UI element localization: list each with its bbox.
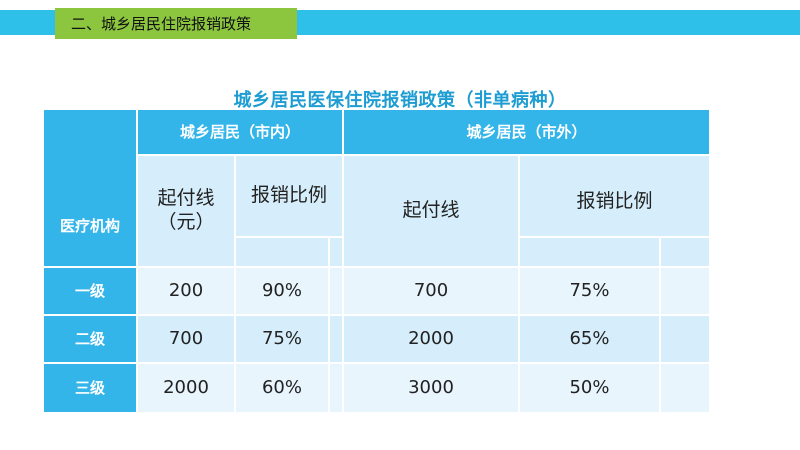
out-city-threshold-value: 2000 (408, 327, 454, 349)
group-header-out-city-text: 城乡居民（市外） (466, 122, 587, 141)
in-city-ratio-spare-cell (330, 316, 344, 364)
in-city-threshold-cell: 700 (138, 316, 236, 364)
section-title: 二、城乡居民住院报销政策 (55, 8, 297, 39)
out-city-ratio-cell: 75% (520, 268, 661, 316)
level-label-text: 一级 (74, 281, 105, 300)
in-city-threshold-value: 700 (168, 327, 204, 349)
group-header-out-city: 城乡居民（市外） (344, 110, 711, 156)
out-city-threshold-cell: 2000 (344, 316, 520, 364)
out-city-threshold-value: 3000 (408, 376, 454, 398)
out-city-ratio-spare-cell (661, 268, 711, 316)
level-label: 三级 (44, 364, 138, 414)
level-label-text: 三级 (74, 378, 105, 397)
in-city-ratio-subcell-a (236, 238, 330, 268)
out-city-ratio-spare-cell (661, 316, 711, 364)
in-city-ratio-value: 90% (261, 279, 302, 301)
in-city-threshold-cell: 200 (138, 268, 236, 316)
in-city-ratio-header: 报销比例 (236, 156, 344, 238)
out-city-ratio-header: 报销比例 (520, 156, 711, 238)
in-city-threshold-header: 起付线 （元） (138, 156, 236, 268)
level-label: 一级 (44, 268, 138, 316)
out-city-ratio-subcell-a (520, 238, 661, 268)
out-city-ratio-subcell-b (661, 238, 711, 268)
row-header-label: 医疗机构 (44, 110, 138, 268)
out-city-threshold-cell: 700 (344, 268, 520, 316)
out-city-ratio-value: 75% (569, 279, 610, 301)
out-city-threshold-header: 起付线 (344, 156, 520, 268)
in-city-ratio-cell: 75% (236, 316, 330, 364)
group-header-in-city-text: 城乡居民（市内） (179, 122, 300, 141)
out-city-threshold-value: 700 (413, 279, 449, 301)
out-city-ratio-value: 65% (569, 327, 610, 349)
out-city-ratio-spare-cell (661, 364, 711, 414)
level-label: 二级 (44, 316, 138, 364)
table-title: 城乡居民医保住院报销政策（非单病种） (233, 90, 567, 111)
in-city-threshold-cell: 2000 (138, 364, 236, 414)
out-city-threshold-cell: 3000 (344, 364, 520, 414)
in-city-ratio-spare-cell (330, 268, 344, 316)
in-city-ratio-header-text: 报销比例 (250, 184, 327, 207)
group-header-in-city: 城乡居民（市内） (138, 110, 344, 156)
in-city-threshold-value: 200 (168, 279, 204, 301)
level-label-text: 二级 (74, 329, 105, 348)
out-city-ratio-cell: 50% (520, 364, 661, 414)
in-city-ratio-value: 75% (261, 327, 302, 349)
in-city-ratio-subcell-b (330, 238, 344, 268)
in-city-ratio-value: 60% (261, 376, 302, 398)
section-title-text: 二、城乡居民住院报销政策 (71, 15, 252, 33)
in-city-threshold-header-text: 起付线 （元） (157, 187, 215, 233)
out-city-ratio-header-text: 报销比例 (576, 190, 653, 213)
out-city-threshold-header-text: 起付线 (402, 199, 460, 222)
in-city-threshold-value: 2000 (163, 376, 209, 398)
out-city-ratio-cell: 65% (520, 316, 661, 364)
in-city-ratio-spare-cell (330, 364, 344, 414)
row-header-label-text: 医疗机构 (59, 217, 120, 236)
in-city-ratio-cell: 60% (236, 364, 330, 414)
in-city-ratio-cell: 90% (236, 268, 330, 316)
out-city-ratio-value: 50% (569, 376, 610, 398)
slide-header: 二、城乡居民住院报销政策 (0, 0, 800, 40)
